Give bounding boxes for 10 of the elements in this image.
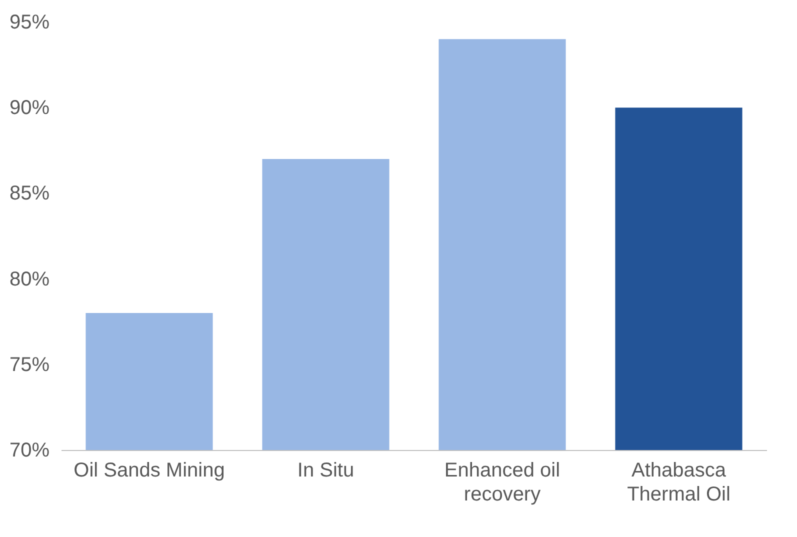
x-tick-label: In Situ <box>297 460 354 482</box>
x-tick-label: Oil Sands Mining <box>74 460 225 482</box>
x-tick-label: Athabasca Thermal Oil <box>627 460 730 506</box>
y-tick-label: 75% <box>9 354 50 376</box>
y-tick-label: 70% <box>9 440 50 462</box>
y-tick-label: 85% <box>9 182 50 205</box>
y-tick-label: 90% <box>9 97 50 120</box>
y-tick-label: 95% <box>9 12 50 34</box>
y-tick-label: 80% <box>9 268 50 290</box>
x-tick-label: Enhanced oil recovery <box>444 460 560 506</box>
